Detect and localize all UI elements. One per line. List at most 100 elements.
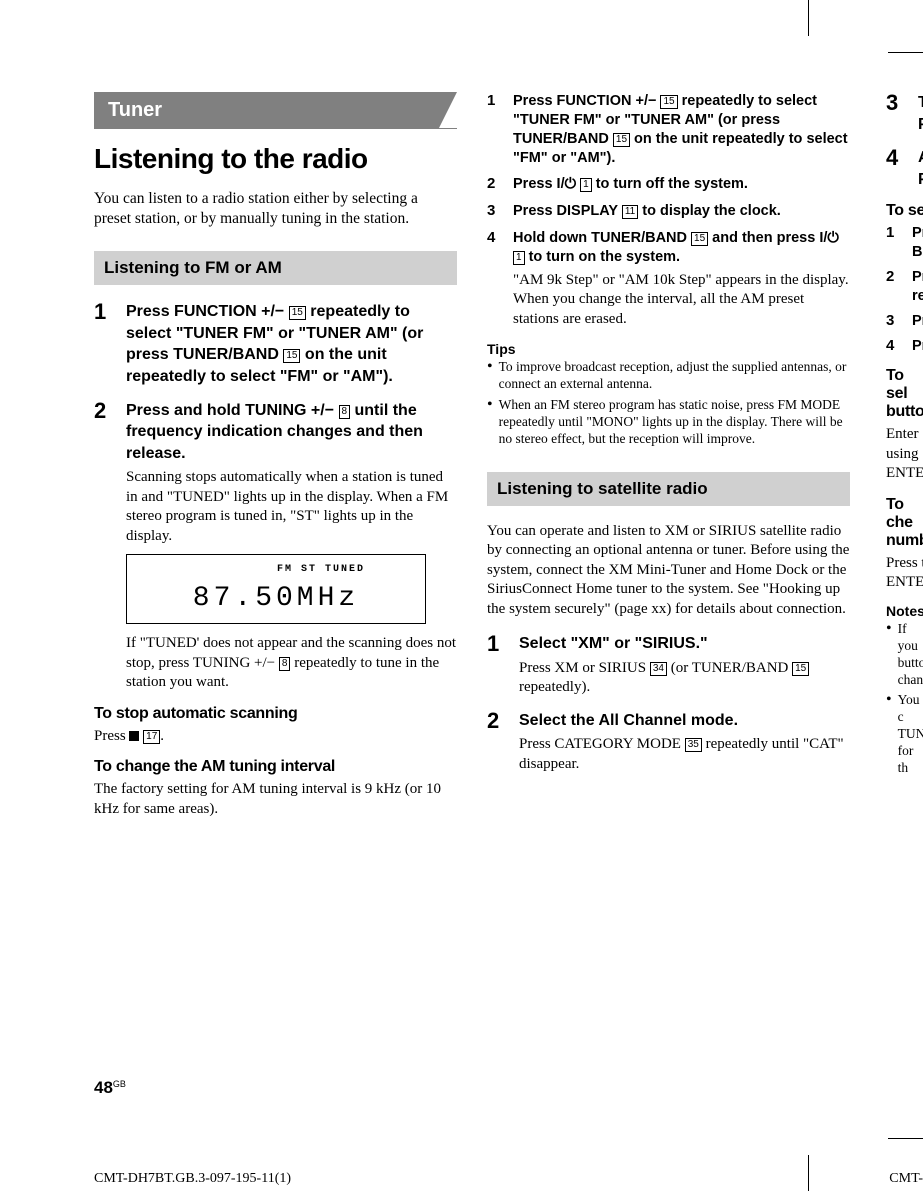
bullet-icon: • [886,692,892,776]
ref-box: 15 [613,133,630,147]
step-4: 4 Hold down TUNER/BAND 15 and then press… [487,229,850,329]
crop-mark [808,1155,809,1191]
step-sub: Press XM or SIRIUS 34 (or TUNER/BAND 15 … [519,659,850,698]
ref-box: 1 [513,251,525,265]
text: Pre BA [912,224,923,262]
step: 2Pre rep [886,268,923,306]
step-1: 1 Press FUNCTION +/− 15 repeatedly to se… [94,301,457,387]
step: 3Pre [886,312,923,331]
note-item: •You c TUN for th [886,692,923,776]
column-2: 1 Press FUNCTION +/− 15 repeatedly to se… [487,92,850,819]
text: Press XM or SIRIUS [519,660,650,676]
text: to turn off the system. [592,176,748,192]
lcd-indicators: FM ST TUNED [277,563,365,577]
footer-code-left: CMT-DH7BT.GB.3-097-195-11(1) [94,1171,291,1187]
body-text: You can operate and listen to XM or SIRI… [487,522,850,620]
power-icon: I/⏻ [557,176,577,192]
subheading: To stop automatic scanning [94,705,457,723]
text: When an FM stereo program has static noi… [499,397,850,448]
column-3-partial: 3 Tu Pr 4 Ac Pr To sel 1Pre BA 2Pre rep … [886,92,923,781]
tip-item: •To improve broadcast reception, adjust … [487,359,850,393]
text: To improve broadcast reception, adjust t… [499,359,850,393]
text: Press FUNCTION +/− [513,93,660,109]
step-sub: If "TUNED' does not appear and the scann… [126,634,457,693]
text: You c TUN for th [898,692,923,776]
ref-box: 15 [660,95,677,109]
step-number: 1 [487,92,503,167]
sat-step-2: 2 Select the All Channel mode. Press CAT… [487,710,850,775]
step-2: 2 Press I/⏻ 1 to turn off the system. [487,175,850,194]
step-2: 2 Press and hold TUNING +/− 8 until the … [94,400,457,693]
step-body: Select "XM" or "SIRIUS." Press XM or SIR… [519,633,850,698]
page-number-value: 48 [94,1078,113,1097]
subheading-bar: Listening to FM or AM [94,251,457,285]
step-body: Select the All Channel mode. Press CATEG… [519,710,850,775]
ref-box: 17 [143,730,160,744]
step: 4 Pre [886,337,923,356]
crop-mark [888,52,923,53]
step-sub: Press CATEGORY MODE 35 repeatedly until … [519,735,850,774]
page-title: Listening to the radio [94,143,457,175]
columns: Tuner Listening to the radio You can lis… [94,92,854,819]
crop-mark [888,1138,923,1139]
power-icon: I/⏻ [819,230,839,246]
subheading-bar: Listening to satellite radio [487,472,850,506]
step-number: 2 [487,710,509,775]
footer-code-right: CMT- [889,1171,923,1187]
page-content: Tuner Listening to the radio You can lis… [94,92,854,1098]
text: Press [94,728,129,744]
step-body: Hold down TUNER/BAND 15 and then press I… [513,229,850,329]
crop-mark [808,0,809,36]
tips-heading: Tips [487,341,850,357]
ref-box: 15 [283,349,300,363]
text: Pre [912,337,923,356]
text: Pre [912,312,923,331]
step-body: Press FUNCTION +/− 15 repeatedly to sele… [513,92,850,167]
lcd-display: FM ST TUNED 87.50MHz [126,554,426,624]
step: 4 Ac Pr [886,147,923,190]
ref-box: 8 [339,405,351,419]
step: 3 Tu Pr [886,92,923,135]
step-body: Press DISPLAY 11 to display the clock. [513,202,781,221]
step-number: 2 [487,175,503,194]
body-text: The factory setting for AM tuning interv… [94,780,457,819]
text: Select the All Channel mode. [519,712,738,729]
step-sub: "AM 9k Step" or "AM 10k Step" appears in… [513,271,850,330]
column-1: Tuner Listening to the radio You can lis… [94,92,457,819]
text: Press CATEGORY MODE [519,736,685,752]
text: Enter using ENTE [886,425,923,484]
step-body: Press I/⏻ 1 to turn off the system. [513,175,748,194]
step-body: Press FUNCTION +/− 15 repeatedly to sele… [126,301,457,387]
notes-heading: Notes [886,603,923,619]
step-number: 4 [886,337,902,356]
step-body: Press and hold TUNING +/− 8 until the fr… [126,400,457,693]
text: Tu Pr [918,92,923,135]
step: 1 Pre BA [886,224,923,262]
step-number: 1 [94,301,116,387]
step-number: 2 [886,268,902,306]
step-sub: Scanning stops automatically when a stat… [126,468,457,546]
text: Ac Pr [918,147,923,190]
step-1: 1 Press FUNCTION +/− 15 repeatedly to se… [487,92,850,167]
step-number: 3 [886,92,908,135]
text: repeatedly). [519,679,590,695]
ref-box: 1 [580,178,592,192]
note-item: •If you butto chan [886,621,923,689]
stop-icon [129,731,139,741]
ref-box: 11 [622,205,638,219]
text: If you butto chan [898,621,923,689]
section-tab: Tuner [94,92,457,129]
text: to display the clock. [638,203,781,219]
step-number: 3 [487,202,503,221]
subheading: To change the AM tuning interval [94,758,457,776]
text: to turn on the system. [525,249,681,265]
step-number: 1 [886,224,902,262]
text: Select "XM" or "SIRIUS." [519,635,708,652]
bullet-icon: • [487,359,493,393]
lcd-frequency: 87.50MHz [127,580,425,618]
body-text: Press 17. [94,727,457,747]
text: and then press [708,230,819,246]
ref-box: 15 [792,662,809,676]
text: Press DISPLAY [513,203,622,219]
page-region: GB [113,1079,126,1089]
